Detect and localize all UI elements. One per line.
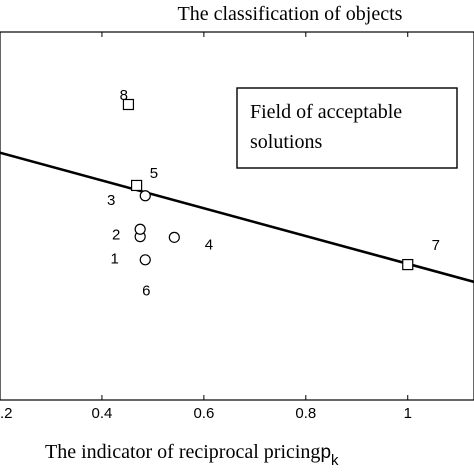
point-label-6: 6 [142, 283, 150, 300]
boundary-line [0, 151, 474, 284]
square-point-5 [130, 179, 143, 192]
square-point-7 [402, 258, 414, 271]
circle-point-3 [139, 190, 151, 202]
x-axis-label-symbol: p [320, 442, 331, 463]
point-label-4: 4 [205, 237, 213, 254]
x-tick-label: .2 [0, 405, 13, 422]
point-label-5: 5 [150, 165, 158, 182]
point-label-7: 7 [432, 237, 440, 254]
x-axis-tick-labels: .2 0.4 0.6 0.8 1 [0, 405, 412, 422]
plot-area-frame [0, 31, 474, 401]
point-label-1: 1 [111, 251, 119, 268]
circle-point-4 [168, 231, 180, 243]
annotation-line-1: Field of acceptable [250, 101, 402, 123]
x-axis-label: The indicator of reciprocal pricingpk [45, 441, 339, 469]
chart-title: The classification of objects [178, 3, 403, 25]
x-tick-label: 0.4 [92, 405, 113, 422]
x-tick-label: 1 [404, 405, 412, 422]
annotation-box: Field of acceptable solutions [236, 87, 458, 169]
point-label-8: 8 [120, 87, 128, 104]
point-labels: 1 2 3 4 5 6 7 8 [107, 87, 440, 300]
x-axis-label-subscript: k [331, 452, 339, 469]
annotation-line-2: solutions [250, 131, 322, 153]
circle-point-6 [134, 223, 146, 235]
data-points [122, 98, 414, 271]
square-point-8 [122, 98, 135, 111]
circle-point-1 [139, 254, 151, 266]
point-label-2: 2 [112, 227, 120, 244]
annotation-frame [236, 87, 458, 169]
x-tick-label: 0.6 [193, 405, 214, 422]
point-label-3: 3 [107, 192, 115, 209]
x-axis-ticks [0, 32, 409, 400]
x-axis-label-text: The indicator of reciprocal pricing [45, 441, 320, 463]
x-tick-label: 0.8 [295, 405, 316, 422]
